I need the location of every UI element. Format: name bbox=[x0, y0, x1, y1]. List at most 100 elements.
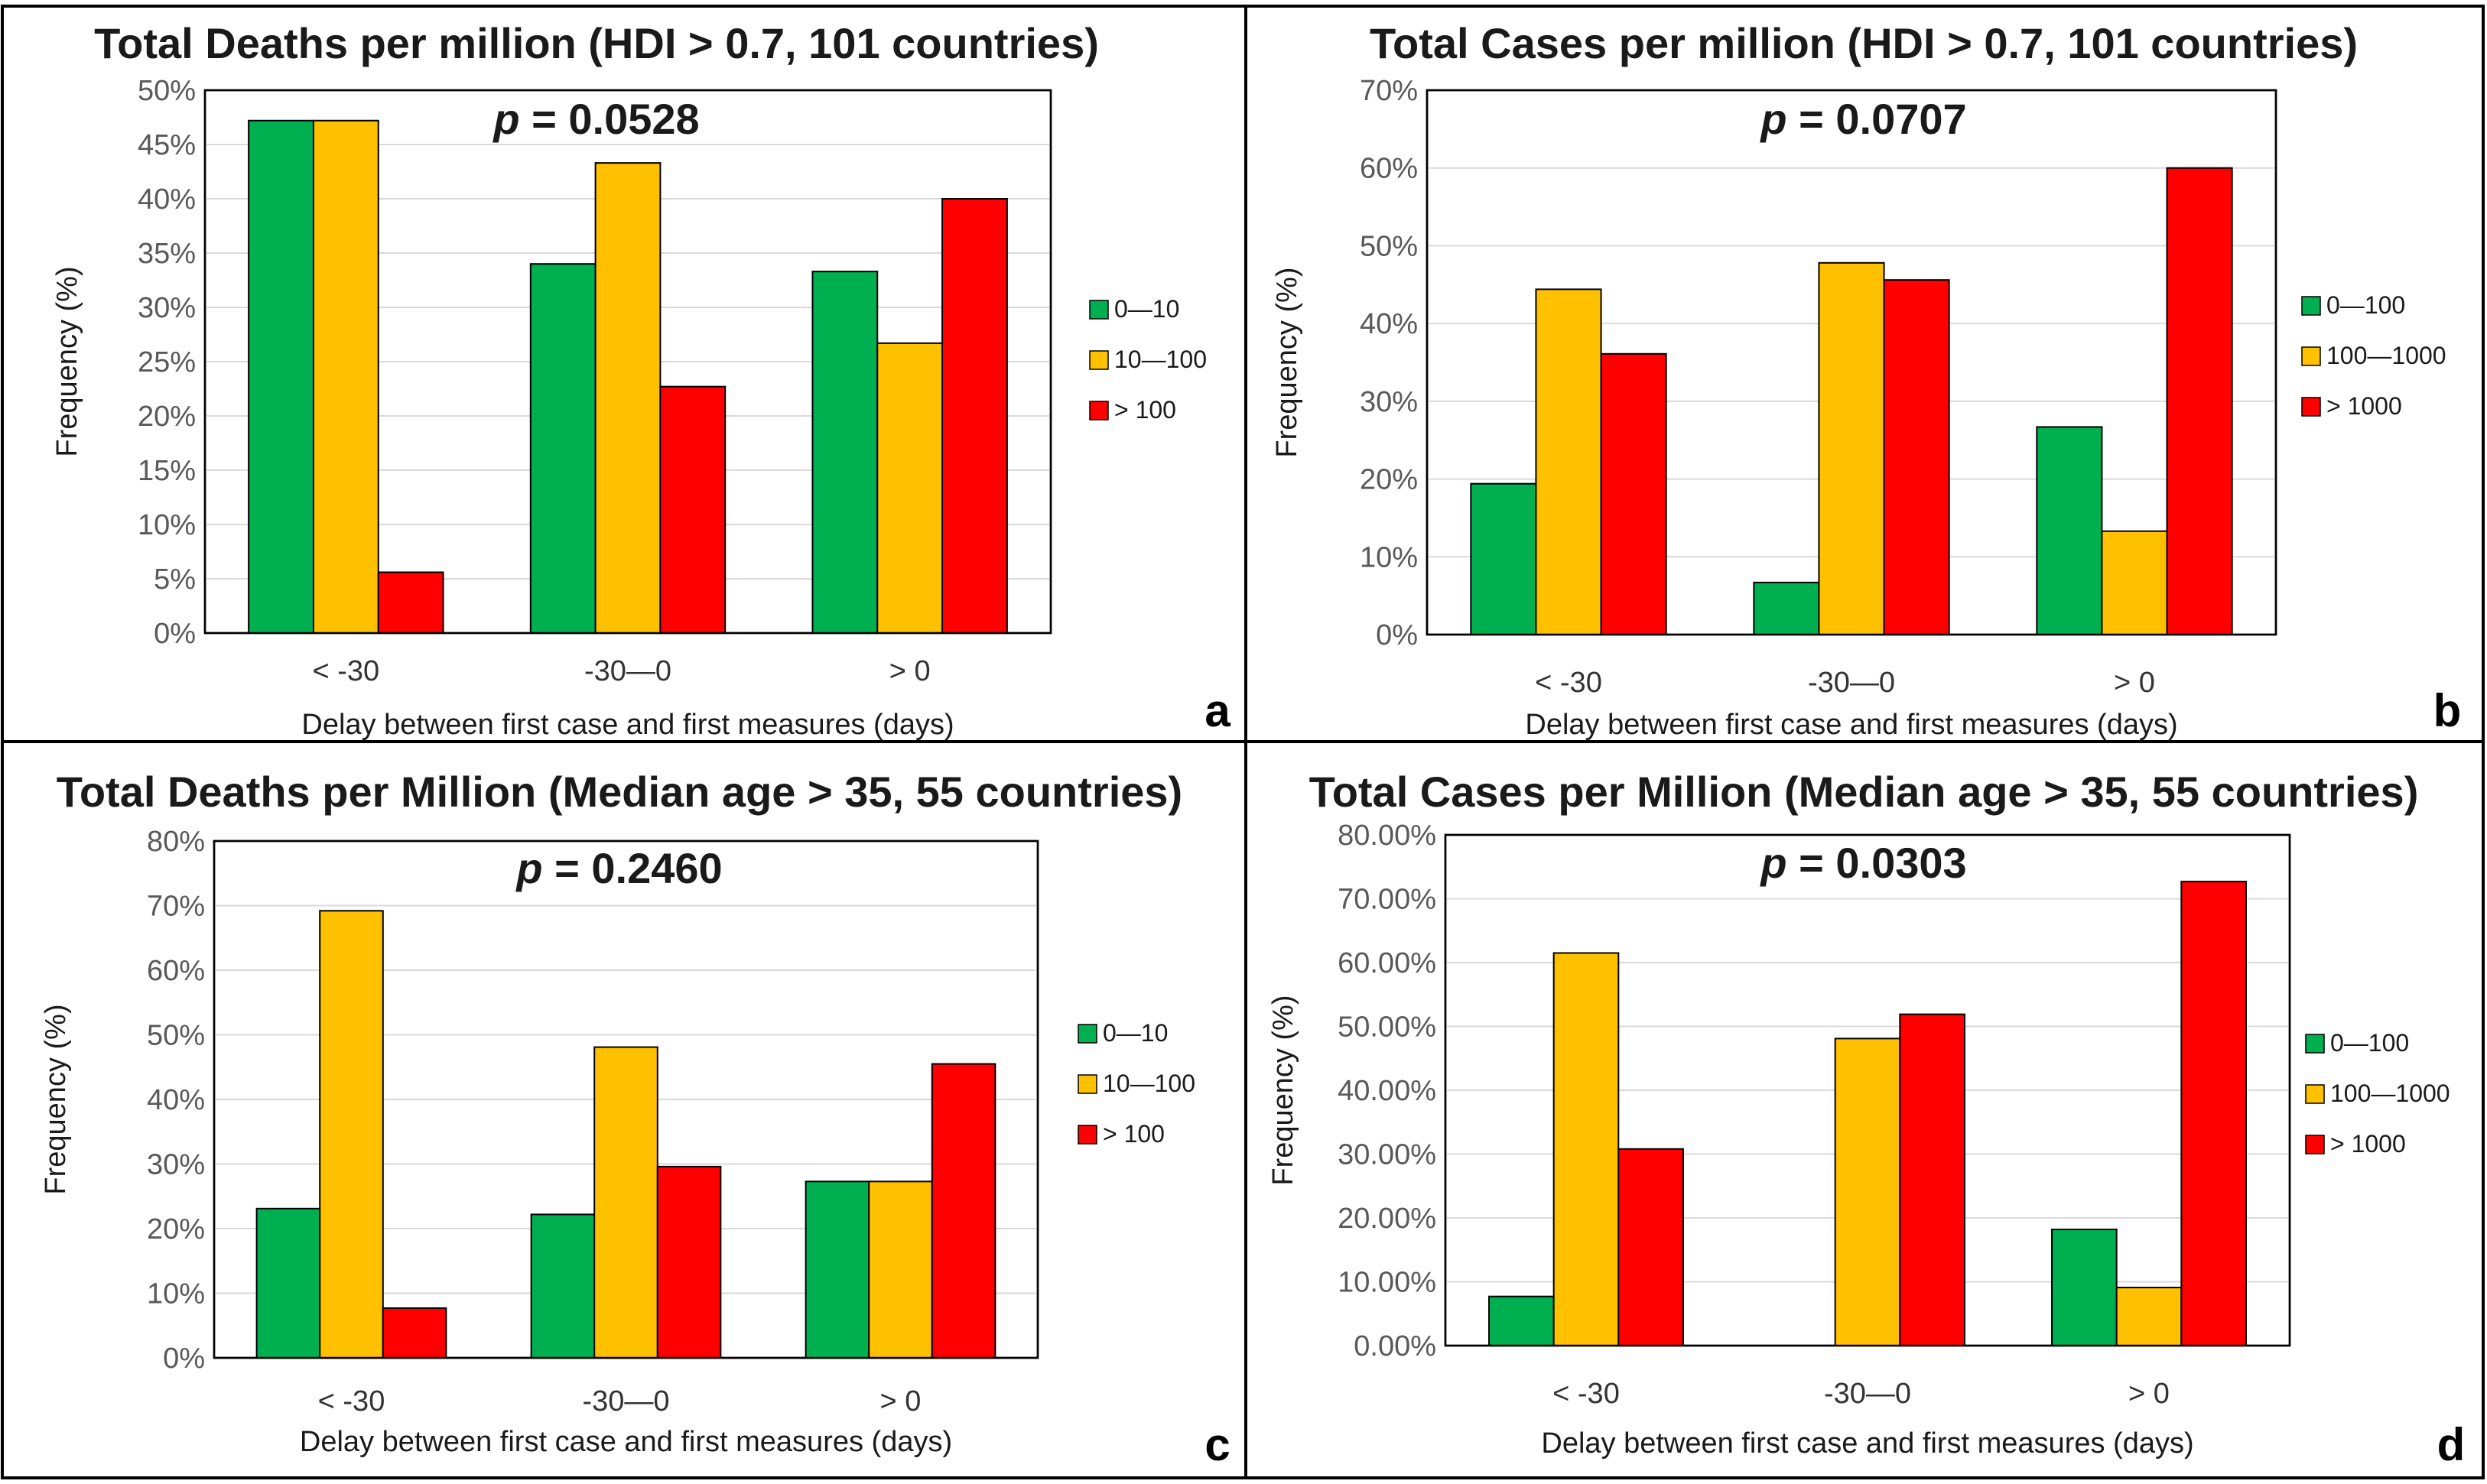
x-axis-label: Delay between first case and first measu… bbox=[1525, 709, 2177, 741]
y-tick-label: 30.00% bbox=[1338, 1139, 1436, 1171]
y-tick-label: 35% bbox=[138, 238, 196, 270]
x-category-label: < -30 bbox=[318, 1385, 385, 1417]
y-tick-label: 80% bbox=[147, 826, 205, 858]
x-axis-label: Delay between first case and first measu… bbox=[1541, 1427, 2193, 1460]
y-tick-label: 40% bbox=[147, 1084, 205, 1116]
p-value-annotation: p = 0.0707 bbox=[1759, 95, 1966, 143]
plot-border bbox=[1444, 833, 2291, 1347]
y-axis-label: Frequency (%) bbox=[1271, 267, 1303, 457]
x-category-label: > 0 bbox=[889, 655, 931, 687]
y-tick-label: 0% bbox=[1376, 619, 1418, 651]
bar-orange-cat-1 bbox=[1552, 952, 1620, 1346]
x-category-label: > 0 bbox=[2128, 1378, 2170, 1410]
y-axis-label: Frequency (%) bbox=[40, 1004, 72, 1194]
y-axis-label: Frequency (%) bbox=[51, 266, 83, 456]
bar-orange-cat-2 bbox=[593, 1046, 658, 1359]
legend-entry: 10—100 bbox=[1103, 1070, 1195, 1097]
bar-orange-cat-2 bbox=[594, 162, 662, 634]
x-category-label: < -30 bbox=[1535, 667, 1602, 699]
bar-red-cat-2 bbox=[659, 385, 727, 634]
p-value-annotation: p = 0.0528 bbox=[492, 95, 699, 143]
bar-orange-cat-1 bbox=[312, 119, 379, 634]
x-axis-label: Delay between first case and first measu… bbox=[300, 1426, 952, 1458]
x-category-label: -30—0 bbox=[582, 1385, 669, 1417]
bar-red-cat-2 bbox=[656, 1165, 722, 1359]
y-axis-label: Frequency (%) bbox=[1267, 995, 1299, 1185]
legend-entry: 10—100 bbox=[1114, 346, 1207, 373]
chart-title: Total Cases per million (HDI > 0.7, 101 … bbox=[1370, 19, 2358, 67]
legend-swatch-orange bbox=[2305, 1084, 2325, 1104]
x-category-label: > 0 bbox=[880, 1385, 922, 1417]
legend-swatch-red bbox=[2305, 1135, 2325, 1154]
bar-orange-cat-3 bbox=[876, 342, 944, 634]
legend-swatch-green bbox=[1089, 300, 1109, 320]
legend-swatch-green bbox=[2301, 296, 2321, 316]
bar-orange-cat-3 bbox=[2115, 1287, 2183, 1347]
y-tick-label: 40% bbox=[1360, 308, 1418, 340]
chart-panel-b: Total Cases per million (HDI > 0.7, 101 … bbox=[1271, 19, 2461, 741]
bar-orange-cat-2 bbox=[1818, 261, 1885, 635]
legend-swatch-green bbox=[1078, 1024, 1097, 1044]
bar-red-cat-3 bbox=[2180, 880, 2247, 1346]
y-tick-label: 70.00% bbox=[1338, 884, 1436, 916]
bar-red-cat-3 bbox=[2166, 167, 2233, 635]
x-category-label: > 0 bbox=[2114, 667, 2155, 699]
p-value-annotation: p = 0.0303 bbox=[1759, 839, 1966, 887]
y-tick-label: 15% bbox=[138, 455, 196, 487]
y-tick-label: 25% bbox=[138, 346, 196, 378]
y-tick-label: 50% bbox=[1360, 230, 1418, 262]
y-tick-label: 0% bbox=[163, 1343, 205, 1375]
y-tick-label: 20% bbox=[1360, 464, 1418, 496]
bar-orange-cat-3 bbox=[2101, 530, 2168, 635]
bar-red-cat-1 bbox=[382, 1307, 447, 1359]
bar-red-cat-3 bbox=[931, 1063, 996, 1359]
legend-entry: 100—1000 bbox=[2330, 1080, 2450, 1107]
bar-green-cat-3 bbox=[2051, 1229, 2118, 1347]
legend-entry: 0—100 bbox=[2330, 1029, 2409, 1057]
bar-orange-cat-1 bbox=[319, 910, 384, 1359]
bar-green-cat-1 bbox=[1488, 1295, 1555, 1346]
y-tick-label: 10% bbox=[147, 1278, 205, 1310]
y-tick-label: 50% bbox=[138, 75, 196, 107]
y-tick-label: 70% bbox=[1360, 75, 1418, 107]
y-tick-label: 40% bbox=[138, 183, 196, 216]
panel-letter: a bbox=[1204, 685, 1230, 736]
x-category-label: < -30 bbox=[1552, 1378, 1620, 1410]
bar-orange-cat-2 bbox=[1834, 1038, 1901, 1346]
y-tick-label: 0.00% bbox=[1354, 1330, 1436, 1362]
x-category-label: -30—0 bbox=[584, 655, 671, 687]
bar-green-cat-2 bbox=[529, 263, 597, 634]
legend-entry: > 1000 bbox=[2326, 392, 2402, 420]
legend-entry: > 1000 bbox=[2330, 1130, 2406, 1158]
bar-green-cat-2 bbox=[530, 1213, 596, 1359]
y-tick-label: 50% bbox=[147, 1020, 205, 1052]
y-tick-label: 10% bbox=[1360, 541, 1418, 573]
p-value-annotation: p = 0.2460 bbox=[515, 844, 722, 892]
chart-panel-d: Total Cases per Million (Median age > 35… bbox=[1267, 768, 2465, 1470]
y-tick-label: 70% bbox=[147, 891, 205, 923]
legend-entry: 0—100 bbox=[2326, 291, 2405, 319]
bar-green-cat-1 bbox=[1470, 482, 1537, 635]
bar-green-cat-2 bbox=[1753, 581, 1820, 636]
plot-border bbox=[1426, 89, 2277, 636]
legend-entry: 0—10 bbox=[1103, 1019, 1168, 1047]
x-category-label: < -30 bbox=[312, 655, 379, 687]
y-tick-label: 20% bbox=[138, 401, 196, 433]
legend-swatch-red bbox=[2301, 397, 2321, 417]
chart-title: Total Cases per Million (Median age > 35… bbox=[1309, 768, 2419, 816]
x-axis-label: Delay between first case and first measu… bbox=[301, 709, 954, 741]
legend-swatch-orange bbox=[2301, 346, 2321, 366]
bar-red-cat-3 bbox=[941, 198, 1008, 634]
bar-orange-cat-1 bbox=[1535, 288, 1602, 635]
y-tick-label: 60.00% bbox=[1338, 947, 1436, 979]
legend-swatch-green bbox=[2305, 1034, 2325, 1054]
chart-panel-c: Total Deaths per Million (Median age > 3… bbox=[40, 768, 1230, 1470]
legend-swatch-orange bbox=[1078, 1074, 1097, 1094]
bar-green-cat-3 bbox=[2036, 426, 2103, 635]
panel-letter: d bbox=[2437, 1419, 2466, 1470]
panel-letter: c bbox=[1204, 1419, 1230, 1470]
bar-red-cat-2 bbox=[1883, 279, 1950, 635]
y-tick-label: 40.00% bbox=[1338, 1075, 1436, 1107]
bar-green-cat-1 bbox=[248, 119, 314, 634]
